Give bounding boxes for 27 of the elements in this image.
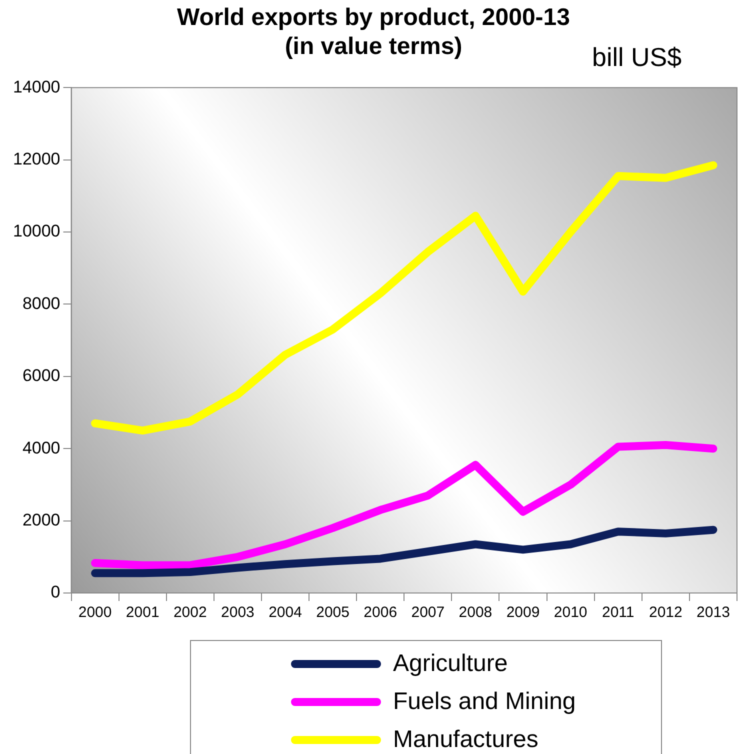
y-tick-label: 10000 (12, 222, 60, 241)
x-tick-label: 2005 (316, 604, 350, 622)
y-tick-label: 14000 (12, 77, 60, 96)
x-tick-label: 2003 (221, 604, 254, 622)
text: bill US$ (592, 42, 682, 73)
x-tick-label: 2008 (458, 604, 492, 622)
y-tick-label: 6000 (22, 366, 60, 386)
legend-label: Manufactures (393, 726, 538, 754)
x-tick-label: 2006 (364, 604, 398, 622)
x-tick-label: 2010 (554, 604, 588, 622)
legend-label: Fuels and Mining (393, 688, 576, 716)
x-tick-label: 2007 (411, 604, 445, 622)
x-tick-label: 2009 (506, 604, 540, 622)
legend-label: Agriculture (393, 650, 508, 678)
y-tick-label: 8000 (22, 294, 60, 313)
x-tick-label: 2001 (126, 604, 160, 622)
y-tick-label: 0 (50, 582, 60, 602)
y-tick-label: 12000 (12, 149, 60, 168)
x-tick-label: 2013 (696, 604, 730, 622)
y-tick-label: 2000 (22, 510, 60, 530)
x-tick-label: 2012 (648, 604, 682, 622)
x-tick-label: 2004 (268, 604, 302, 622)
x-tick-label: 2011 (602, 604, 634, 622)
x-tick-label: 2000 (78, 604, 112, 622)
x-tick-label: 2002 (173, 604, 207, 622)
y-tick-label: 4000 (22, 438, 60, 458)
chart-title: World exports by product, 2000-13 (in value terms) (177, 4, 570, 60)
